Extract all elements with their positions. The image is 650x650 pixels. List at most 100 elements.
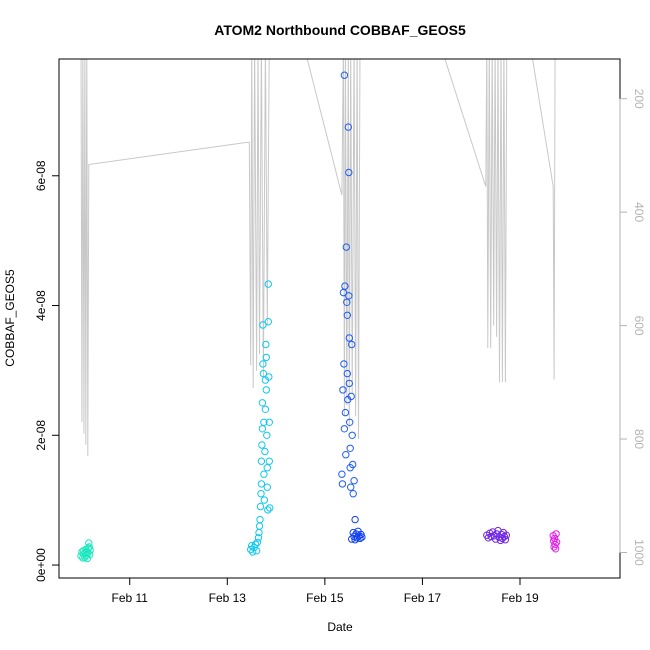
data-point <box>82 551 91 559</box>
data-point <box>356 534 364 543</box>
data-point <box>263 464 271 472</box>
data-point <box>86 546 94 554</box>
x-axis-label: Date <box>327 620 353 634</box>
y-axis-left: 0e+00 2e-08 4e-08 6e-08 <box>34 160 60 582</box>
data-point <box>264 318 272 326</box>
data-point <box>261 405 270 413</box>
data-point <box>340 360 348 368</box>
data-point <box>258 399 267 407</box>
pressure-trace-layer <box>80 59 556 457</box>
data-point <box>501 536 510 544</box>
data-point <box>347 483 355 491</box>
data-point <box>339 386 347 394</box>
data-point <box>263 431 271 439</box>
data-point <box>343 298 351 306</box>
data-point <box>349 460 357 469</box>
data-point <box>552 538 561 546</box>
y-right-tick-label: 1000 <box>632 539 646 566</box>
data-point <box>257 457 266 465</box>
data-point <box>551 545 560 553</box>
data-point <box>258 441 266 449</box>
data-point <box>261 447 269 456</box>
data-point <box>341 408 350 417</box>
data-point <box>346 444 354 452</box>
data-point <box>252 547 261 555</box>
x-axis: Feb 11 Feb 13 Feb 15 Feb 17 Feb 19 <box>112 577 539 605</box>
data-point <box>343 311 351 319</box>
data-point <box>345 168 353 177</box>
y-right-tick-label: 800 <box>632 429 646 449</box>
x-tick-label: Feb 11 <box>112 591 149 605</box>
data-point <box>343 369 351 378</box>
data-point <box>264 506 272 514</box>
y-tick-label: 4e-08 <box>34 290 48 321</box>
data-point <box>502 531 510 539</box>
data-point <box>253 538 262 546</box>
data-point <box>258 425 267 433</box>
y-tick-label: 6e-08 <box>34 160 48 191</box>
data-point <box>262 340 270 349</box>
data-point <box>260 496 269 504</box>
data-point <box>345 379 353 388</box>
data-point <box>256 502 265 511</box>
data-point <box>86 550 94 559</box>
data-point <box>338 470 346 478</box>
x-tick-label: Feb 15 <box>306 591 344 605</box>
x-tick-label: Feb 13 <box>209 591 247 605</box>
data-point <box>346 418 354 426</box>
y-right-tick-label: 200 <box>632 89 646 109</box>
data-points-layer <box>77 71 561 563</box>
data-point <box>263 483 271 491</box>
data-point <box>341 282 349 290</box>
data-point <box>350 477 358 485</box>
y-tick-label: 0e+00 <box>34 548 48 582</box>
y-axis-right: 200 400 600 800 1000 <box>619 89 646 566</box>
data-point <box>259 369 268 378</box>
data-point <box>265 418 273 426</box>
data-point <box>257 490 265 498</box>
data-point <box>257 480 266 488</box>
data-point <box>348 431 356 439</box>
data-point <box>266 504 274 512</box>
x-tick-label: Feb 17 <box>404 591 442 605</box>
data-point <box>552 530 560 538</box>
data-point <box>345 292 353 300</box>
data-point <box>342 451 350 459</box>
data-point <box>262 353 270 362</box>
data-point <box>348 340 356 349</box>
data-point <box>256 515 264 524</box>
data-point <box>260 418 268 426</box>
data-point <box>342 243 350 251</box>
data-point <box>85 543 93 551</box>
data-point <box>338 480 347 488</box>
data-point <box>347 392 355 401</box>
data-point <box>264 280 272 288</box>
data-point <box>262 386 270 394</box>
data-point <box>85 539 93 547</box>
y-axis-label: COBBAF_GEOS5 <box>3 269 17 367</box>
data-point <box>358 533 366 541</box>
y-right-tick-label: 400 <box>632 202 646 222</box>
data-point <box>260 470 268 478</box>
y-right-tick-label: 600 <box>632 316 646 336</box>
data-point <box>265 373 273 381</box>
data-point <box>249 548 257 556</box>
data-point <box>495 533 503 541</box>
data-point <box>500 532 509 541</box>
x-tick-label: Feb 19 <box>501 591 539 605</box>
data-point <box>259 321 267 329</box>
data-point <box>489 528 497 536</box>
data-point <box>255 522 264 530</box>
y-tick-label: 2e-08 <box>34 420 48 451</box>
pressure-trace-line <box>80 59 556 457</box>
data-point <box>551 540 559 548</box>
data-point <box>351 515 359 524</box>
plot-area <box>77 59 561 563</box>
data-point <box>345 334 353 342</box>
data-point <box>344 123 352 131</box>
data-point <box>254 534 263 542</box>
chart-title: ATOM2 Northbound COBBAF_GEOS5 <box>214 22 466 38</box>
data-point <box>349 490 357 498</box>
data-point <box>340 71 349 79</box>
